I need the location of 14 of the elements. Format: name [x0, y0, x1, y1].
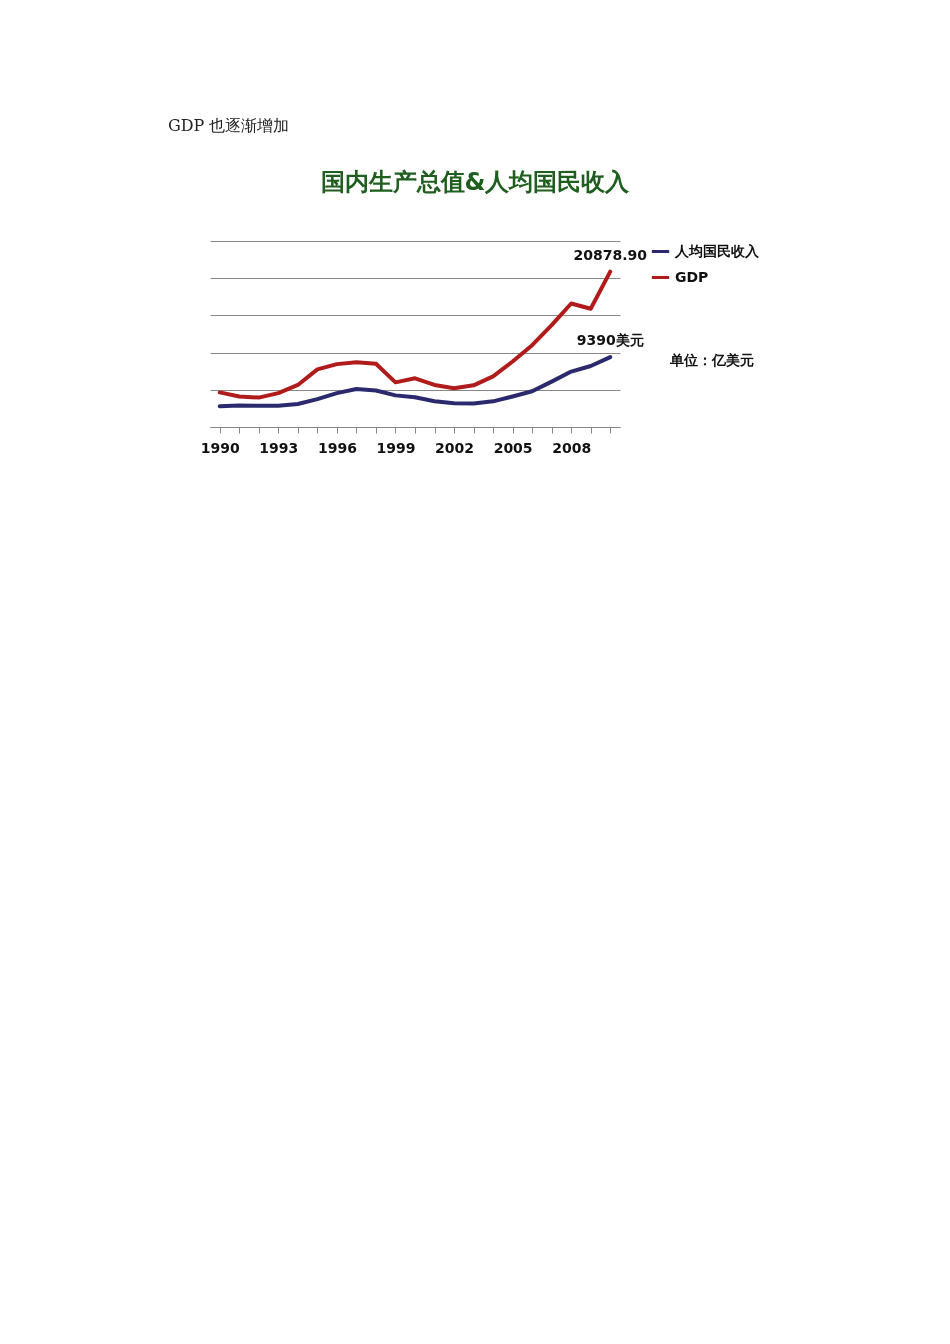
x-tick-label: 1990 — [200, 439, 240, 456]
x-tick-label: 2002 — [435, 439, 475, 456]
text: GDP 也逐渐增加 — [168, 116, 290, 137]
text: 单位：亿美元 — [670, 352, 754, 370]
data-label: 20878.90 — [573, 246, 648, 263]
x-tick-label: 1993 — [259, 439, 299, 456]
legend-label: 人均国民收入 — [674, 242, 760, 259]
x-tick-label: 1999 — [376, 439, 416, 456]
x-tick-label: 1996 — [317, 439, 357, 456]
x-tick-label: 2005 — [493, 439, 533, 456]
data-label: 9390美元 — [576, 332, 644, 349]
chart-title: 国内生产总值&人均国民收入 — [320, 168, 631, 196]
x-tick-label: 2008 — [552, 439, 592, 456]
legend-label: GDP — [675, 268, 709, 285]
